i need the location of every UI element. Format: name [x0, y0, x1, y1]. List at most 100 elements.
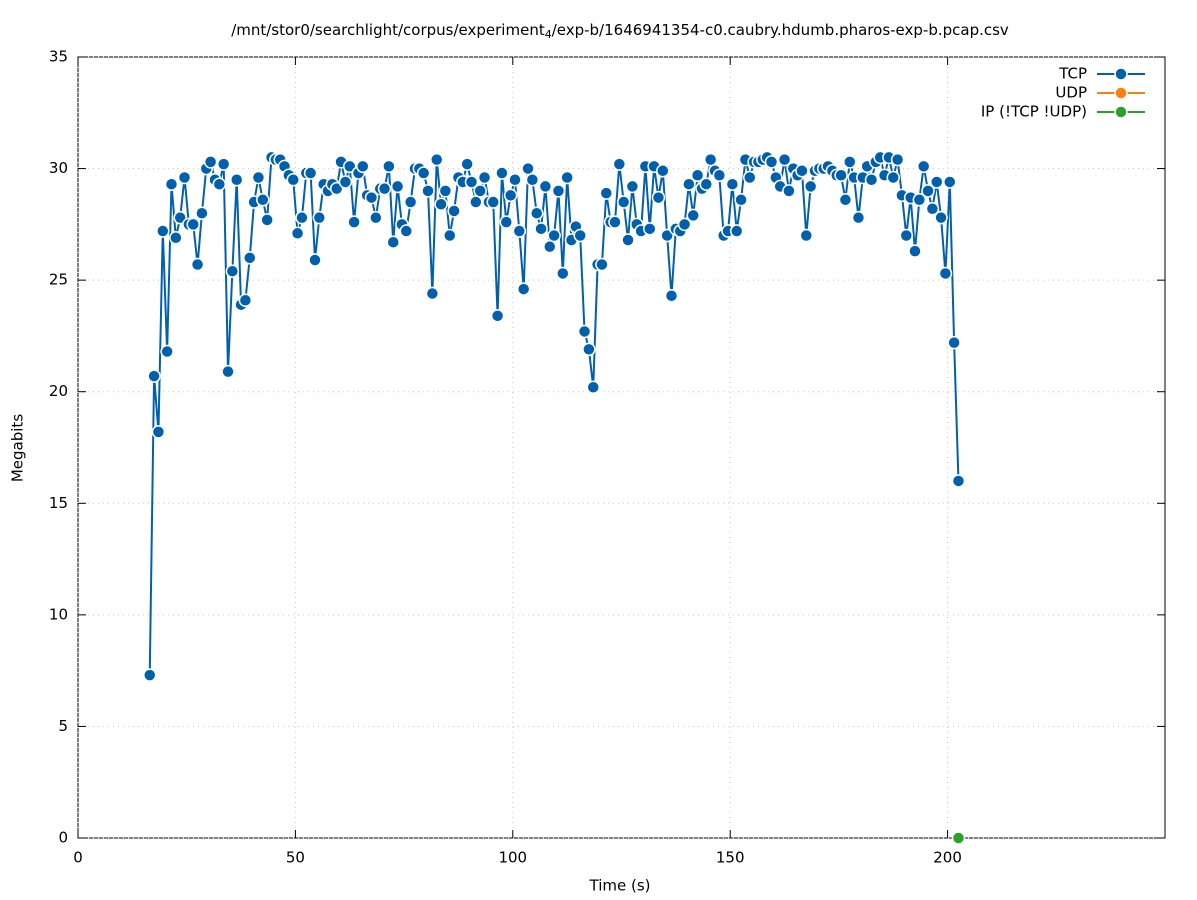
- data-point: [256, 193, 270, 207]
- data-point: [251, 170, 266, 185]
- data-point: [712, 168, 727, 183]
- data-point: [651, 190, 666, 205]
- data-point: [577, 324, 592, 339]
- data-point: [664, 289, 679, 303]
- x-tick-label: 0: [73, 849, 83, 867]
- data-point: [369, 210, 383, 225]
- data-point: [529, 206, 544, 220]
- x-tick-label: 50: [286, 849, 305, 867]
- data-point: [242, 251, 257, 265]
- data-point: [729, 224, 744, 238]
- data-point: [438, 184, 453, 198]
- data-point: [912, 193, 927, 207]
- x-axis-label: Time (s): [589, 877, 651, 895]
- y-tick-label: 20: [49, 382, 68, 400]
- data-point: [499, 215, 514, 229]
- legend-label: IP (!TCP !UDP): [981, 103, 1087, 121]
- data-point: [486, 195, 500, 209]
- data-point: [173, 210, 187, 225]
- data-point: [238, 293, 253, 307]
- data-point: [429, 152, 444, 167]
- data-point: [534, 222, 548, 236]
- data-point: [212, 177, 227, 191]
- data-point: [495, 166, 509, 180]
- data-point: [899, 228, 914, 243]
- data-point: [177, 170, 192, 185]
- data-point: [160, 344, 174, 359]
- data-point: [951, 474, 966, 488]
- data-point: [843, 155, 857, 169]
- data-point: [186, 217, 200, 232]
- data-point: [490, 309, 505, 323]
- data-point: [356, 159, 370, 174]
- data-point: [525, 172, 540, 187]
- data-point: [777, 152, 792, 167]
- data-point: [425, 286, 440, 301]
- legend-marker: [1114, 105, 1128, 119]
- data-point: [616, 195, 631, 209]
- data-point: [834, 168, 848, 183]
- data-point: [595, 257, 609, 272]
- data-point: [169, 230, 183, 245]
- data-point: [190, 257, 205, 272]
- data-point: [164, 177, 179, 191]
- data-point: [643, 222, 657, 236]
- data-point: [434, 197, 448, 212]
- data-point: [682, 177, 696, 191]
- data-point: [290, 226, 305, 241]
- data-point: [886, 170, 900, 185]
- data-point: [460, 157, 474, 171]
- data-point: [582, 342, 596, 357]
- data-point: [338, 175, 353, 189]
- data-point: [443, 228, 457, 243]
- data-point: [951, 831, 966, 845]
- data-point: [838, 193, 853, 207]
- data-point: [521, 161, 535, 176]
- data-point: [677, 217, 692, 232]
- data-point: [286, 172, 300, 187]
- data-point: [473, 184, 487, 198]
- data-point: [343, 159, 357, 174]
- data-point: [573, 228, 587, 243]
- data-point: [225, 264, 240, 278]
- data-point: [916, 159, 931, 174]
- title-part: /exp-b/1646941354-c0.caubry.hdumb.pharos…: [552, 21, 1009, 39]
- data-point: [469, 195, 483, 209]
- data-point: [538, 179, 553, 194]
- data-point: [551, 184, 566, 198]
- y-tick-label: 10: [49, 605, 68, 623]
- data-point: [403, 195, 418, 209]
- data-point: [938, 266, 953, 281]
- data-point: [147, 369, 161, 383]
- legend-marker: [1114, 67, 1128, 81]
- data-point: [312, 210, 327, 225]
- data-point: [621, 233, 635, 247]
- data-point: [725, 177, 740, 191]
- data-point: [690, 168, 705, 183]
- data-point: [512, 224, 527, 238]
- data-point: [703, 152, 718, 167]
- data-point: [764, 155, 779, 169]
- x-tick-label: 150: [716, 849, 745, 867]
- data-point: [660, 228, 674, 243]
- title-subscript: 4: [545, 28, 552, 41]
- chart-title: /mnt/stor0/searchlight/corpus/experiment…: [231, 21, 1009, 42]
- data-point: [151, 425, 166, 439]
- data-point: [216, 157, 231, 171]
- data-point: [295, 210, 309, 225]
- data-point: [929, 175, 944, 189]
- data-point: [421, 184, 435, 198]
- data-point: [308, 253, 322, 267]
- y-tick-label: 15: [49, 494, 68, 512]
- data-point: [799, 228, 814, 243]
- plot-frame: [77, 56, 1166, 839]
- data-point: [556, 266, 570, 281]
- data-point: [560, 170, 574, 185]
- data-point: [477, 170, 492, 185]
- x-tick-label: 200: [933, 849, 962, 867]
- legend-marker: [1114, 86, 1128, 100]
- data-point: [382, 159, 396, 174]
- data-point: [416, 166, 431, 180]
- data-point: [547, 228, 561, 243]
- data-point: [656, 164, 670, 178]
